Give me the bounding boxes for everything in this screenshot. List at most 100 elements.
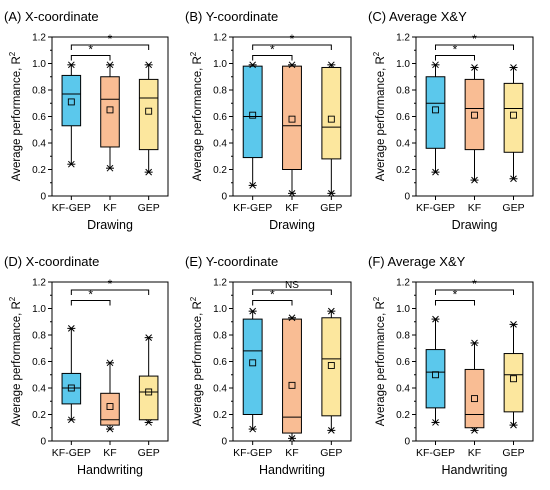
significance-label: *	[88, 288, 93, 302]
significance-bracket	[435, 289, 514, 295]
significance-bracket	[252, 289, 332, 295]
extreme-marker	[471, 427, 478, 434]
panel-c: (C) Average X&Y 0 0.2 0.4 0.6 0.8 1.0 1.2 Averag…	[368, 9, 534, 232]
y-tick-label: 0.6	[32, 357, 46, 368]
extreme-marker	[249, 182, 257, 189]
box-kf	[282, 314, 302, 442]
x-axis-label: Handwriting	[259, 463, 325, 477]
extreme-marker	[432, 168, 439, 176]
extreme-marker	[67, 416, 75, 424]
plot-frame	[415, 36, 534, 197]
mean-marker	[145, 388, 153, 396]
y-tick-label: 0.8	[213, 331, 227, 342]
box-iqr	[282, 65, 302, 170]
extreme-marker	[327, 307, 335, 315]
y-axis-label-sup: 2	[8, 296, 17, 301]
x-axis-label: Drawing	[269, 218, 315, 232]
box-kf-gep	[425, 61, 446, 176]
x-tick-label: GEP	[320, 202, 342, 214]
extreme-marker	[288, 314, 296, 322]
significance-label: *	[270, 288, 275, 302]
significance-bracket	[252, 55, 293, 61]
box-gep	[138, 61, 159, 176]
panel-f: (F) Average X&Y 0 0.2 0.4 0.6 0.8 1.0 1.2 Averag…	[368, 254, 534, 477]
box-kf-gep	[425, 315, 446, 426]
y-axis-label: Average performance, R2	[372, 296, 387, 426]
x-tick-label: GEP	[320, 447, 342, 459]
box-kf-gep	[242, 307, 263, 433]
y-tick-label: 0.2	[396, 410, 410, 421]
extreme-marker	[510, 421, 517, 429]
mean-marker	[510, 111, 517, 119]
box-kf	[464, 64, 485, 184]
y-tick-label: 0.6	[213, 112, 227, 123]
y-tick-label: 0.6	[32, 112, 46, 123]
extreme-marker	[327, 189, 335, 197]
x-tick-label: KF-GEP	[233, 447, 272, 459]
extreme-marker	[106, 61, 114, 69]
box-gep	[503, 64, 524, 183]
y-tick-label: 1.0	[32, 304, 46, 315]
mean-marker	[106, 403, 114, 410]
y-axis-label: Average performance, R2	[189, 296, 204, 426]
x-tick-label: KF	[103, 202, 116, 214]
y-tick-label: 0	[221, 437, 227, 448]
y-tick-label: 1.0	[396, 59, 410, 70]
significance-bracket	[435, 300, 475, 306]
extreme-marker	[327, 61, 335, 69]
y-axis-label-sup: 2	[189, 296, 198, 301]
y-tick-label: 0.4	[396, 384, 410, 395]
y-axis-label-sup: 2	[8, 51, 17, 56]
box-iqr	[425, 349, 446, 409]
panel-b: (B) Y-coordinate 0 0.2 0.4 0.6 0.8 1.0 1.2 Avera…	[185, 9, 352, 232]
extreme-marker	[288, 434, 296, 442]
mean-marker	[327, 362, 335, 369]
y-tick-label: 0.6	[396, 357, 410, 368]
extreme-marker	[106, 164, 114, 172]
y-tick-label: 0.8	[396, 86, 410, 97]
box-kf	[282, 61, 302, 197]
box-iqr	[503, 353, 524, 413]
mean-marker	[145, 107, 153, 115]
extreme-marker	[67, 61, 75, 69]
y-tick-label: 0	[40, 192, 46, 203]
mean-marker	[249, 359, 257, 367]
x-axis-label: Handwriting	[77, 463, 143, 477]
y-tick-label: 0.2	[213, 410, 227, 421]
mean-marker	[471, 395, 478, 403]
y-axis-label: Average performance, R2	[372, 51, 387, 181]
significance-label: *	[270, 43, 275, 57]
mean-marker	[288, 381, 296, 389]
y-axis-label: Average performance, R2	[8, 296, 23, 426]
y-tick-label: 0.2	[396, 165, 410, 176]
box-iqr	[282, 318, 302, 434]
plot-frame	[232, 36, 352, 197]
y-tick-label: 0.6	[396, 112, 410, 123]
box-kf-gep	[242, 61, 263, 189]
x-axis-label: Drawing	[87, 218, 133, 232]
significance-bracket	[70, 44, 150, 50]
extreme-marker	[432, 419, 439, 426]
mean-marker	[288, 115, 296, 123]
y-tick-label: 0.2	[213, 165, 227, 176]
mean-marker	[327, 115, 335, 123]
mean-marker	[249, 111, 257, 119]
significance-bracket	[70, 289, 150, 295]
extreme-marker	[510, 175, 517, 183]
extreme-marker	[510, 321, 517, 328]
box-gep	[321, 61, 342, 197]
box-gep	[503, 321, 524, 429]
significance-label: *	[472, 32, 477, 46]
y-axis-label-sup: 2	[189, 51, 198, 56]
box-iqr	[61, 74, 82, 127]
significance-bracket	[70, 55, 111, 61]
x-tick-label: KF-GEP	[416, 447, 455, 459]
extreme-marker	[432, 315, 439, 323]
extreme-marker	[432, 61, 439, 69]
x-tick-label: KF	[468, 447, 481, 459]
significance-bracket	[435, 55, 475, 61]
extreme-marker	[249, 307, 257, 315]
x-tick-label: KF	[103, 447, 116, 459]
x-axis-label: Drawing	[452, 218, 498, 232]
box-iqr	[100, 76, 120, 148]
